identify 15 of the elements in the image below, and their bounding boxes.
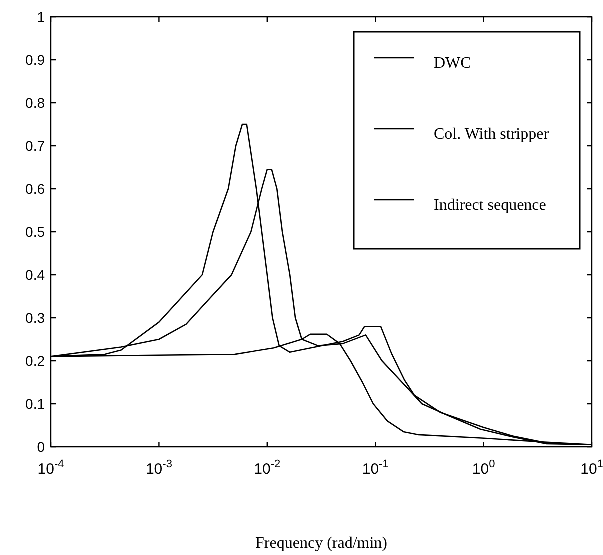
y-tick-label: 0.4 [26,267,46,283]
y-tick-label: 0.1 [26,396,46,412]
x-axis-title: Frequency (rad/min) [256,535,388,552]
legend-label: Col. With stripper [434,126,550,144]
y-tick-label: 0.8 [26,95,46,111]
y-tick-label: 0.6 [26,181,46,197]
y-tick-label: 0.5 [26,224,46,240]
legend-label: DWC [434,55,472,72]
y-tick-label: 0 [37,439,46,455]
y-tick-label: 0.7 [26,138,46,154]
y-tick-label: 1 [37,9,46,25]
legend-label: Indirect sequence [434,197,546,214]
y-tick-label: 0.2 [26,353,46,369]
y-tick-label: 0.9 [26,52,46,68]
y-tick-label: 0.3 [26,310,46,326]
